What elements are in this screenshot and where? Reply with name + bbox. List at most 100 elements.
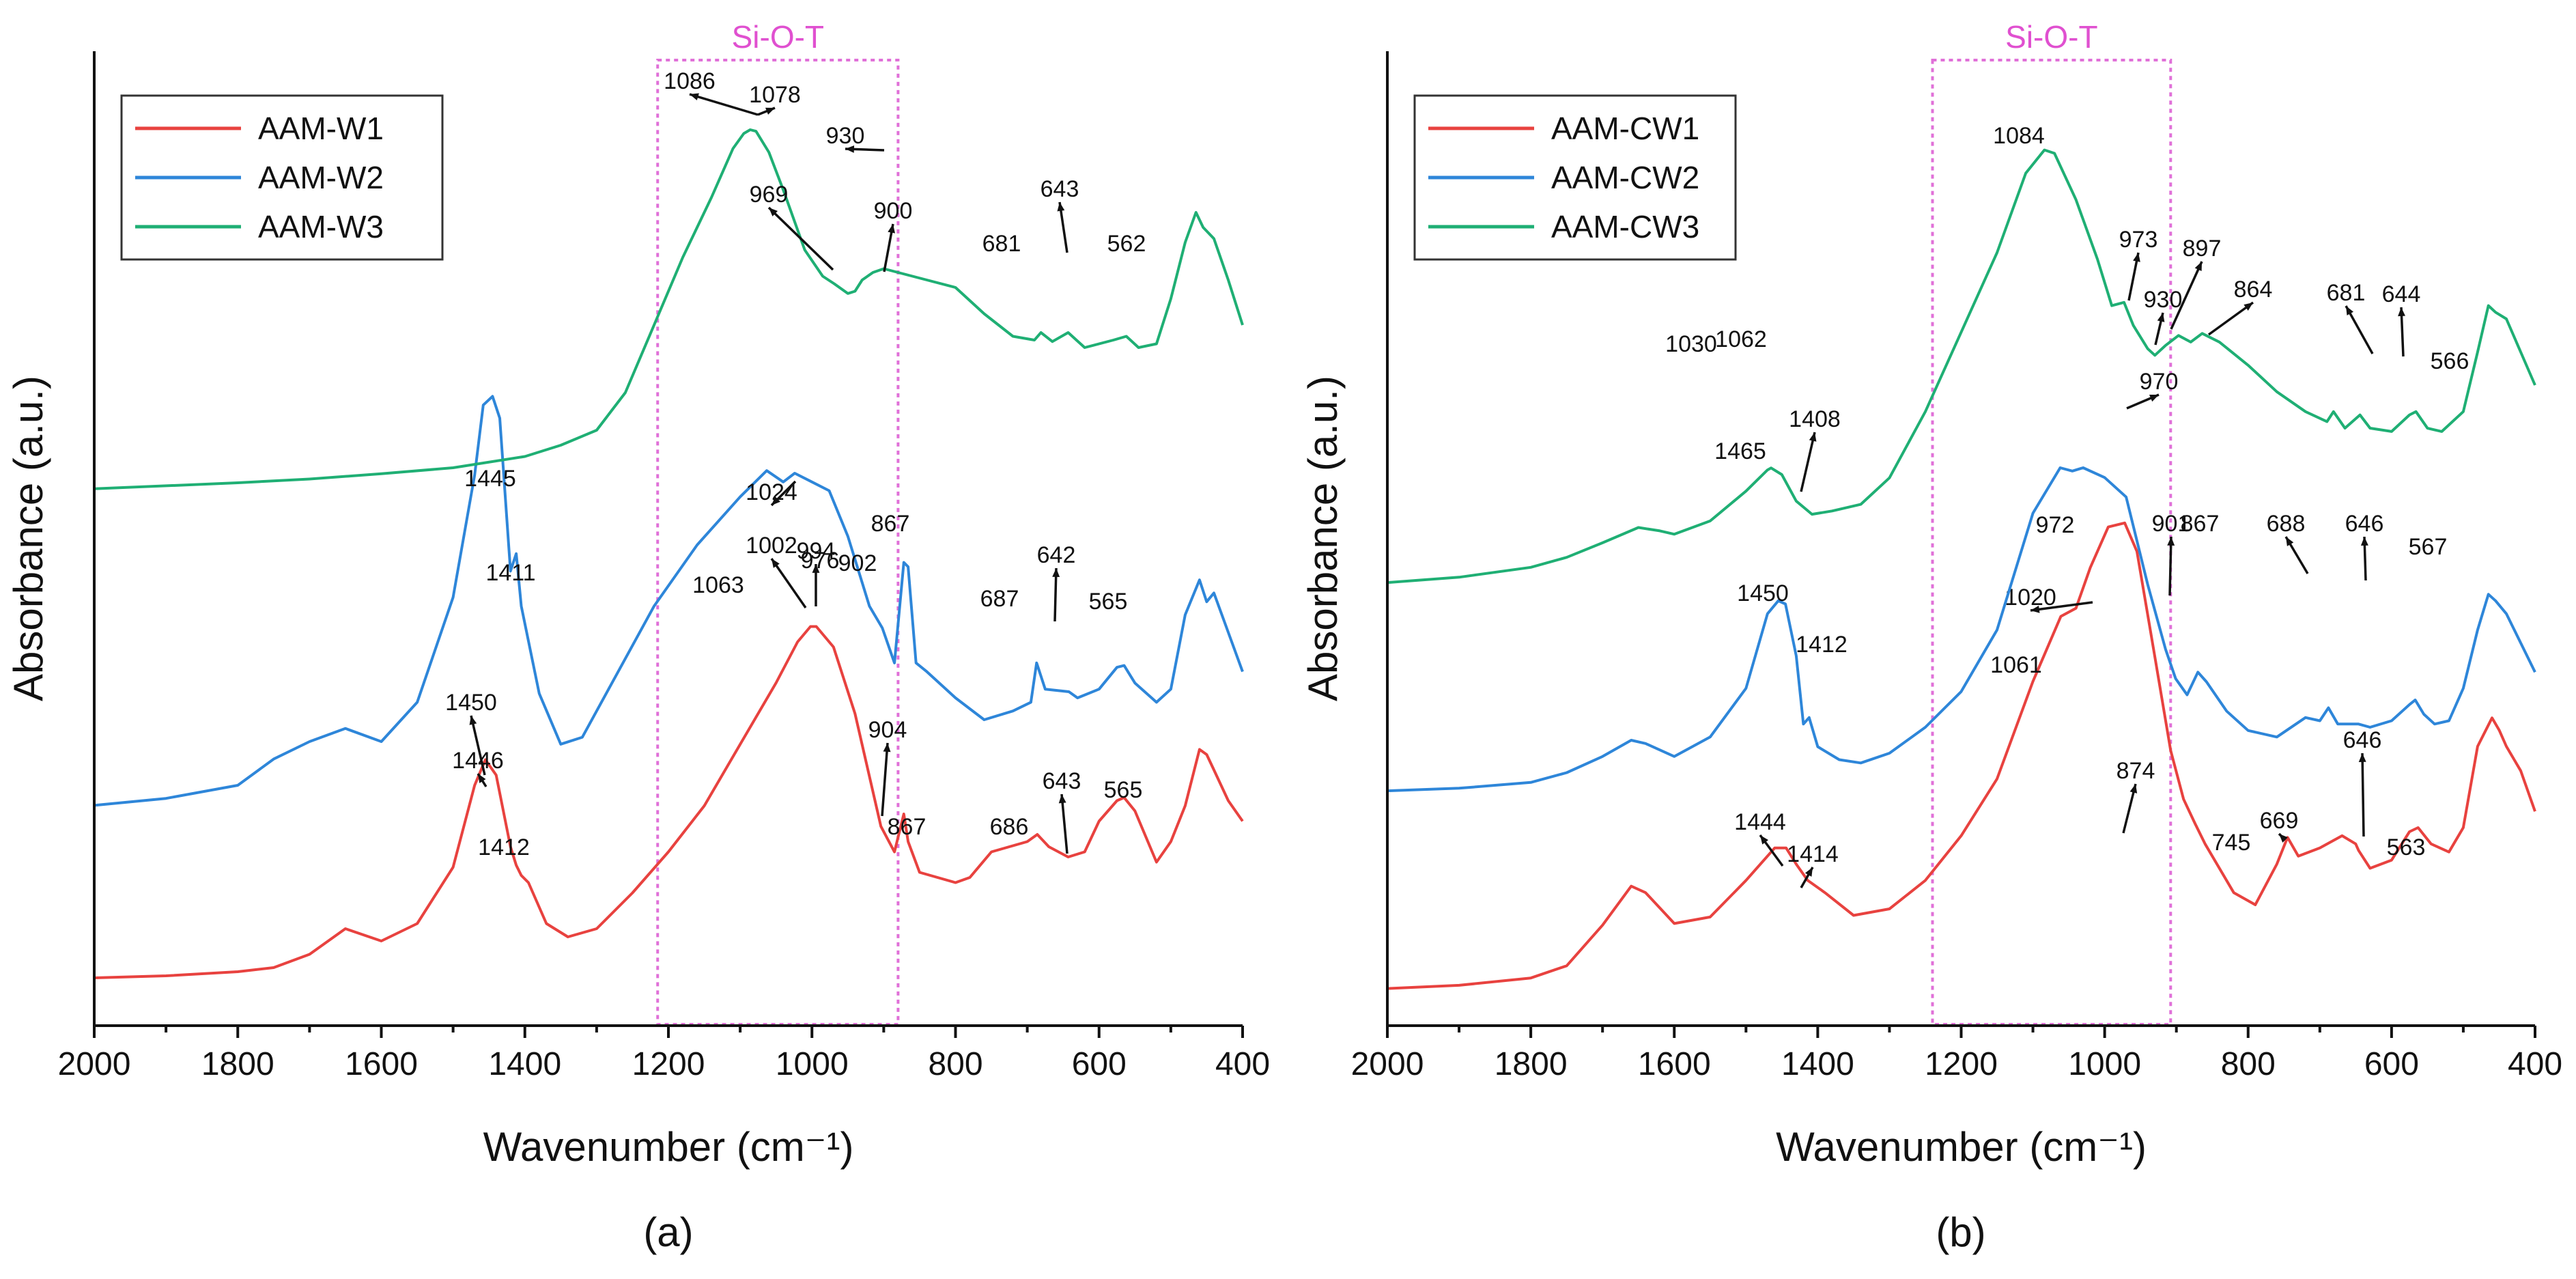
peak-arrowhead	[2358, 753, 2366, 762]
peak-arrow	[881, 742, 889, 817]
peak-arrowhead	[2167, 537, 2175, 546]
legend-entry: AAM-CW2	[1551, 160, 1699, 195]
x-tick-label: 800	[2221, 1046, 2276, 1082]
si-o-t-region-box	[1931, 59, 2172, 1026]
x-tick-label: 1000	[2068, 1046, 2141, 1082]
peak-arrow	[770, 558, 807, 608]
peak-label: 562	[1107, 231, 1146, 257]
peak-arrowhead	[883, 743, 891, 753]
peak-label: 565	[1089, 589, 1128, 615]
peak-label: 1446	[452, 748, 504, 774]
peak-arrowhead	[2346, 306, 2354, 315]
series-line-aam-cw3	[1387, 148, 2536, 585]
peak-arrowhead	[1057, 202, 1065, 212]
peak-label: 874	[2117, 758, 2155, 784]
x-tick-label: 1000	[776, 1046, 849, 1082]
peak-label: 867	[2181, 511, 2220, 537]
peak-label: 1024	[746, 479, 797, 505]
x-tick-label: 600	[2364, 1046, 2419, 1082]
x-tick-label: 1200	[1925, 1046, 1998, 1082]
peak-arrowhead	[1058, 794, 1066, 804]
peak-arrowhead	[2244, 303, 2253, 311]
x-tick-label: 1800	[1495, 1046, 1568, 1082]
peak-arrow	[2207, 301, 2254, 336]
peak-label: 1030	[1665, 331, 1717, 357]
peak-arrowhead	[2360, 537, 2368, 546]
peak-label: 567	[2409, 534, 2448, 560]
peak-label: 970	[2140, 369, 2179, 395]
peak-label: 902	[838, 550, 877, 576]
peak-arrowhead	[1804, 867, 1813, 877]
peak-label: 930	[2144, 287, 2183, 313]
peak-arrowhead	[1760, 835, 1769, 845]
peak-arrowhead	[2157, 313, 2165, 322]
peak-arrowhead	[2030, 605, 2040, 613]
peak-label: 644	[2382, 281, 2421, 307]
peak-arrowhead	[2398, 307, 2405, 317]
peak-arrowhead	[772, 559, 780, 568]
peak-label: 1408	[1789, 406, 1841, 432]
x-tick-label: 1400	[488, 1046, 561, 1082]
peak-label: 642	[1037, 542, 1076, 568]
peak-label: 1412	[478, 834, 530, 860]
peak-label: 643	[1041, 176, 1079, 202]
peak-label: 1465	[1714, 438, 1766, 464]
peak-arrowhead	[1052, 568, 1060, 578]
peak-arrowhead	[2129, 784, 2138, 793]
peak-label: 563	[2387, 834, 2426, 860]
x-tick-label: 400	[1215, 1046, 1270, 1082]
series-line-aam-w3	[94, 128, 1244, 490]
x-tick-label: 1400	[1781, 1046, 1854, 1082]
peak-arrow	[2168, 536, 2172, 596]
peak-label: 1062	[1715, 326, 1767, 352]
series-line-aam-cw2	[1387, 466, 2536, 793]
peak-label: 1412	[1796, 632, 1848, 658]
peak-label: 681	[982, 231, 1021, 257]
series-line-aam-w1	[94, 625, 1244, 979]
peak-label: 1086	[664, 68, 716, 94]
region-label: Si-O-T	[2005, 19, 2097, 55]
peak-arrowhead	[2194, 262, 2202, 271]
peak-label: 969	[750, 182, 789, 208]
peak-label: 646	[2343, 727, 2382, 753]
peak-arrowhead	[2149, 395, 2159, 402]
peak-label: 686	[990, 814, 1029, 840]
peak-label: 1078	[749, 82, 801, 108]
peak-label: 1450	[1737, 580, 1789, 606]
legend: AAM-W1 AAM-W2 AAM-W3	[120, 94, 444, 261]
peak-label: 867	[871, 511, 910, 537]
peak-label: 1061	[1990, 652, 2042, 678]
peak-arrowhead	[845, 145, 855, 153]
peak-label: 972	[2036, 512, 2075, 538]
peak-arrow	[2030, 601, 2093, 612]
peak-label: 994	[797, 538, 836, 564]
peak-arrow	[470, 715, 486, 776]
x-tick-label: 1600	[345, 1046, 418, 1082]
peak-label: 1414	[1787, 841, 1839, 867]
peak-label: 1445	[464, 466, 516, 492]
peak-label: 1450	[445, 690, 497, 716]
peak-arrow	[2345, 305, 2374, 354]
x-tick-label: 600	[1072, 1046, 1127, 1082]
peak-arrowhead	[812, 564, 820, 573]
peak-arrowhead	[2279, 834, 2288, 843]
peak-arrowhead	[2133, 253, 2140, 262]
x-axis-label: Wavenumber (cm⁻¹)	[483, 1124, 854, 1170]
peak-arrow	[767, 206, 834, 271]
si-o-t-region-box	[656, 59, 900, 1026]
peak-label: 1411	[485, 560, 535, 586]
peak-label: 565	[1104, 777, 1143, 803]
peak-label: 646	[2345, 511, 2384, 537]
peak-arrow	[2170, 261, 2203, 330]
peak-arrowhead	[469, 716, 477, 725]
peak-label: 688	[2267, 511, 2306, 537]
series-line-aam-w2	[94, 395, 1244, 807]
x-tick-label: 1600	[1638, 1046, 1711, 1082]
peak-label: 1020	[2005, 585, 2056, 610]
peak-arrow	[689, 93, 759, 116]
peak-arrowhead	[765, 107, 775, 115]
x-tick-label: 2000	[58, 1046, 131, 1082]
x-tick-label: 400	[2508, 1046, 2562, 1082]
